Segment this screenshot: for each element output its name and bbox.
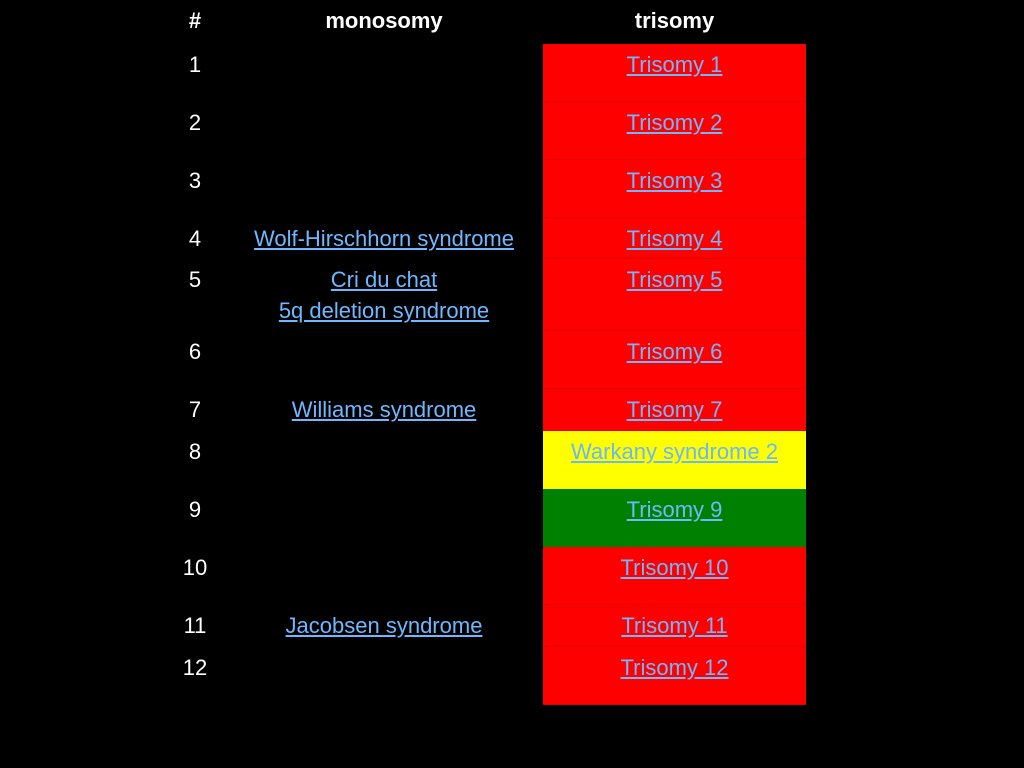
trisomy-cell: Trisomy 12 xyxy=(543,647,806,705)
header-trisomy: trisomy xyxy=(634,8,715,33)
table-row: 2 Trisomy 2 xyxy=(165,102,806,160)
chromosome-number: 7 xyxy=(188,397,202,422)
trisomy-cell: Trisomy 10 xyxy=(543,547,806,605)
header-num: # xyxy=(188,8,202,33)
table-row: 5 Cri du chat 5q deletion syndrome Trisomy … xyxy=(165,259,806,331)
trisomy-link[interactable]: Trisomy 7 xyxy=(626,397,723,422)
table-row: 10 Trisomy 10 xyxy=(165,547,806,605)
chromosome-number: 8 xyxy=(188,439,202,464)
monosomy-cell xyxy=(225,547,543,605)
monosomy-cell: Jacobsen syndrome xyxy=(225,605,543,647)
trisomy-cell: Trisomy 3 xyxy=(543,160,806,218)
monosomy-link[interactable]: Williams syndrome xyxy=(291,397,477,422)
trisomy-cell: Trisomy 9 xyxy=(543,489,806,547)
monosomy-cell: Wolf-Hirschhorn syndrome xyxy=(225,218,543,259)
monosomy-cell xyxy=(225,489,543,547)
trisomy-link[interactable]: Trisomy 1 xyxy=(626,52,723,77)
trisomy-link[interactable]: Warkany syndrome 2 xyxy=(570,439,779,464)
trisomy-cell: Trisomy 5 xyxy=(543,259,806,331)
table-row: 1 Trisomy 1 xyxy=(165,44,806,102)
chromosome-number: 9 xyxy=(188,497,202,522)
chromosome-number: 1 xyxy=(188,52,202,77)
monosomy-cell xyxy=(225,331,543,389)
monosomy-cell: Cri du chat 5q deletion syndrome xyxy=(225,259,543,331)
table-row: 8 Warkany syndrome 2 xyxy=(165,431,806,489)
monosomy-cell xyxy=(225,647,543,705)
trisomy-cell: Trisomy 7 xyxy=(543,389,806,431)
header-monosomy: monosomy xyxy=(325,8,443,33)
table-row: 6 Trisomy 6 xyxy=(165,331,806,389)
table-row: 3 Trisomy 3 xyxy=(165,160,806,218)
trisomy-link[interactable]: Trisomy 9 xyxy=(626,497,723,522)
trisomy-link[interactable]: Trisomy 10 xyxy=(620,555,729,580)
trisomy-link[interactable]: Trisomy 5 xyxy=(626,267,723,292)
monosomy-cell xyxy=(225,102,543,160)
monosomy-link[interactable]: Cri du chat xyxy=(330,267,438,292)
monosomy-link[interactable]: Wolf-Hirschhorn syndrome xyxy=(253,226,514,251)
monosomy-cell xyxy=(225,44,543,102)
trisomy-cell: Trisomy 1 xyxy=(543,44,806,102)
table-body: 1 Trisomy 1 2 Trisomy 2 3 Trisomy 3 4 Wolf-Hirs… xyxy=(165,44,806,705)
table-header-row: # monosomy trisomy xyxy=(165,0,806,44)
table-row: 11 Jacobsen syndrome Trisomy 11 xyxy=(165,605,806,647)
table-row: 12 Trisomy 12 xyxy=(165,647,806,705)
chromosome-number: 12 xyxy=(182,655,208,680)
trisomy-link[interactable]: Trisomy 11 xyxy=(621,613,728,638)
trisomy-link[interactable]: Trisomy 3 xyxy=(626,168,723,193)
chromosome-number: 3 xyxy=(188,168,202,193)
chromosome-number: 4 xyxy=(188,226,202,251)
trisomy-link[interactable]: Trisomy 12 xyxy=(620,655,729,680)
trisomy-link[interactable]: Trisomy 6 xyxy=(626,339,723,364)
chromosome-number: 6 xyxy=(188,339,202,364)
monosomy-cell: Williams syndrome xyxy=(225,389,543,431)
monosomy-cell xyxy=(225,160,543,218)
trisomy-link[interactable]: Trisomy 2 xyxy=(626,110,723,135)
trisomy-cell: Trisomy 4 xyxy=(543,218,806,259)
chromosome-number: 10 xyxy=(182,555,208,580)
trisomy-cell: Trisomy 2 xyxy=(543,102,806,160)
chromosome-number: 5 xyxy=(188,267,202,292)
trisomy-cell: Trisomy 6 xyxy=(543,331,806,389)
monosomy-cell xyxy=(225,431,543,489)
table-row: 7 Williams syndrome Trisomy 7 xyxy=(165,389,806,431)
table-row: 9 Trisomy 9 xyxy=(165,489,806,547)
chromosome-number: 2 xyxy=(188,110,202,135)
table-row: 4 Wolf-Hirschhorn syndrome Trisomy 4 xyxy=(165,218,806,259)
monosomy-link[interactable]: 5q deletion syndrome xyxy=(278,298,490,323)
trisomy-cell: Trisomy 11 xyxy=(543,605,806,647)
trisomy-cell: Warkany syndrome 2 xyxy=(543,431,806,489)
monosomy-link[interactable]: Jacobsen syndrome xyxy=(285,613,483,638)
chromosome-number: 11 xyxy=(183,613,207,638)
trisomy-link[interactable]: Trisomy 4 xyxy=(626,226,723,251)
